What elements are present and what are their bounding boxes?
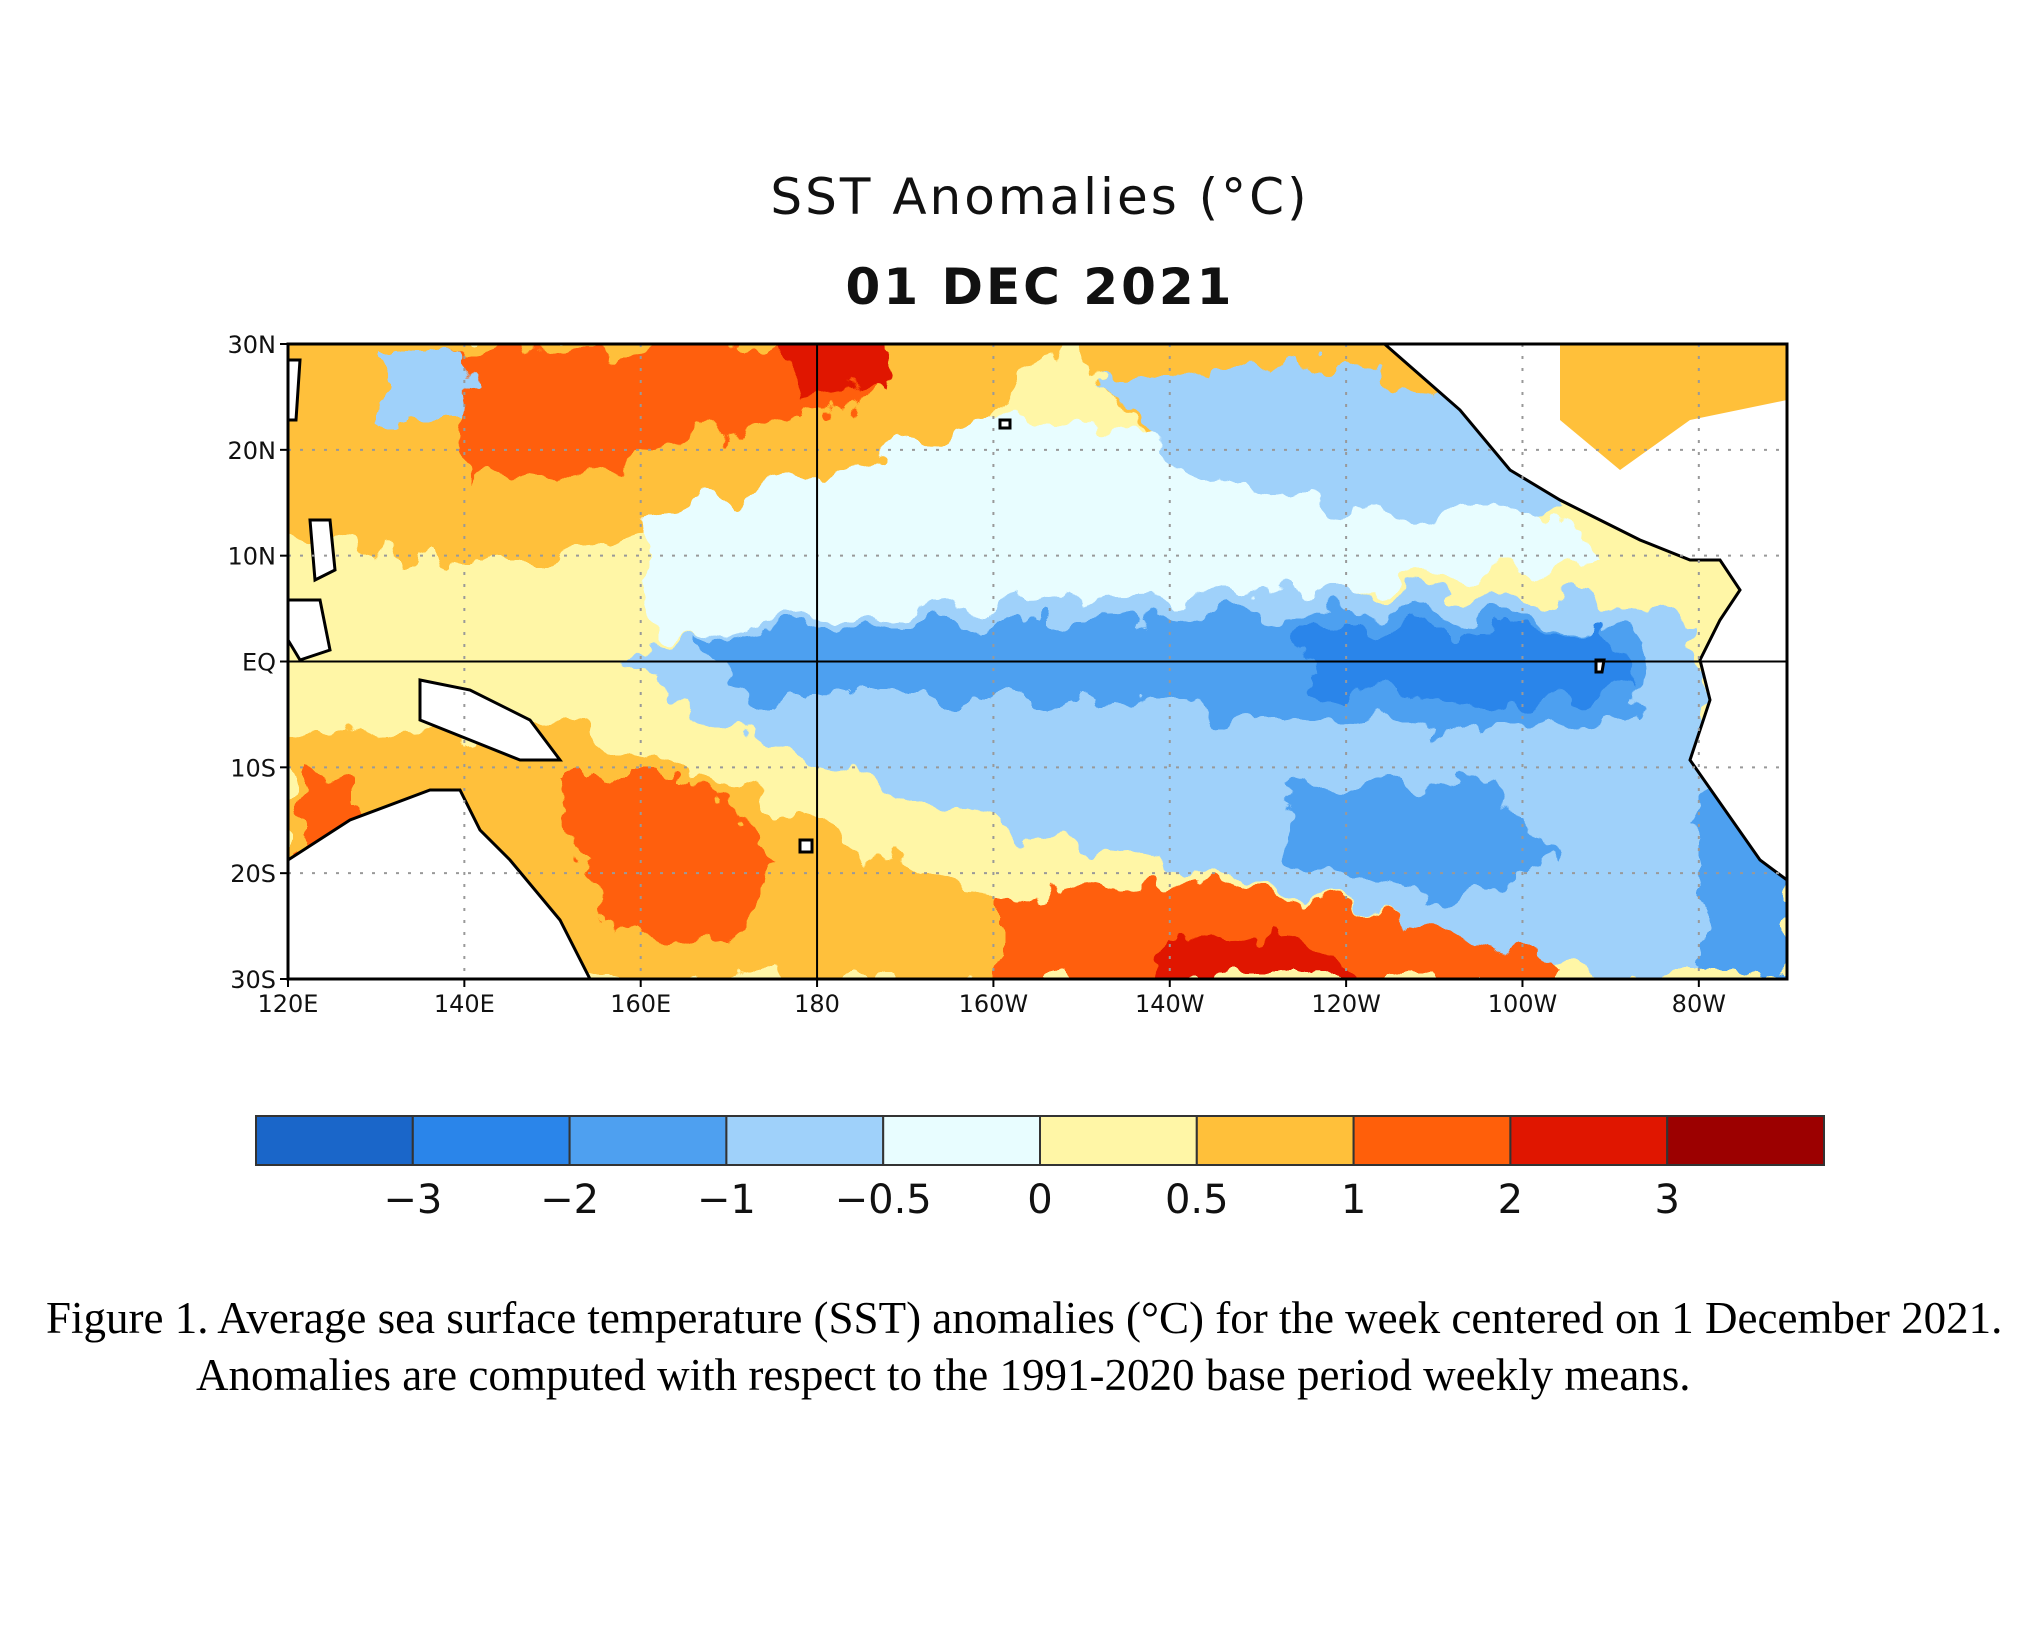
colorbar-swatch — [255, 1115, 414, 1166]
patch-nw-cool — [380, 350, 470, 420]
patch-se-cool — [1280, 780, 1560, 900]
y-tick-label: EQ — [242, 649, 276, 677]
x-tick-label: 140W — [1135, 990, 1205, 1018]
x-tick-label: 180 — [794, 990, 840, 1018]
colorbar-label: −3 — [383, 1177, 442, 1223]
gridlines — [288, 344, 1787, 979]
colorbar-swatch — [411, 1115, 571, 1166]
borneo-land — [288, 598, 332, 662]
colorbar-swatch — [1352, 1115, 1512, 1166]
colorbar-swatch — [1039, 1115, 1198, 1166]
anomaly-field — [288, 344, 1787, 979]
philippines-land — [308, 518, 337, 583]
australia-land — [288, 788, 592, 979]
x-tick-label: 160W — [959, 990, 1029, 1018]
patch-ne-cool — [1100, 360, 1560, 520]
colorbar-label: 2 — [1498, 1177, 1523, 1223]
x-tick-label: 120W — [1311, 990, 1381, 1018]
y-tick-label: 20N — [228, 437, 277, 465]
x-tick-label: 100W — [1488, 990, 1558, 1018]
fiji-land — [798, 838, 814, 854]
anomaly-patches — [288, 344, 1787, 979]
figure-caption: Figure 1. Average sea surface temperatur… — [46, 1293, 2003, 1400]
gulf-region — [1560, 344, 1787, 470]
colorbar-swatch — [1666, 1115, 1825, 1166]
land-masses — [288, 344, 1787, 979]
x-axis-ticks: 120E 140E 160E 180 160W 140W 120W 100W 80W — [258, 979, 1726, 1018]
x-tick-label: 80W — [1672, 990, 1726, 1018]
y-tick-label: 20S — [230, 860, 276, 888]
hawaii-land — [998, 418, 1012, 430]
americas-land — [1382, 344, 1787, 882]
colorbar-swatch — [882, 1115, 1042, 1166]
y-tick-label: 10S — [230, 754, 276, 782]
sst-anomaly-map: 120E 140E 160E 180 160W 140W 120W 100W 80W 30N20… — [228, 331, 1825, 1223]
colorbar-label: 0 — [1027, 1177, 1052, 1223]
galapagos-land — [1594, 658, 1606, 674]
colorbar-label: −0.5 — [835, 1177, 932, 1223]
reference-lines — [288, 344, 1787, 979]
colorbar-label: −2 — [540, 1177, 599, 1223]
colorbar-swatch — [568, 1115, 728, 1166]
colorbar: −3 −2 −1 −0.5 0 0.5 1 2 3 — [255, 1115, 1825, 1223]
colorbar-swatch — [1509, 1115, 1669, 1166]
chart-date: 01 DEC 2021 — [845, 258, 1235, 316]
colorbar-label: −1 — [697, 1177, 756, 1223]
x-tick-label: 140E — [434, 990, 495, 1018]
patch-s-hot — [1150, 930, 1360, 979]
y-axis-ticks: 30N 20N 10N EQ 10S 20S 30S — [228, 331, 288, 994]
x-tick-label: 120E — [258, 990, 319, 1018]
x-tick-label: 160E — [610, 990, 671, 1018]
colorbar-label: 3 — [1654, 1177, 1679, 1223]
patch-sw-strong-warm — [560, 780, 780, 940]
patch-n-hot — [784, 344, 896, 400]
colorbar-swatch — [1195, 1115, 1355, 1166]
y-tick-label: 10N — [228, 543, 277, 571]
patch-nw-strong-warm — [450, 344, 879, 480]
colorbar-label: 1 — [1341, 1177, 1366, 1223]
chart-title: SST Anomalies (°C) — [770, 168, 1310, 226]
new-guinea-land — [418, 678, 563, 762]
colorbar-label: 0.5 — [1165, 1177, 1229, 1223]
patch-nino3-strong-cool — [1300, 630, 1640, 700]
colorbar-swatch — [725, 1115, 885, 1166]
patch-s-strong-warm — [1000, 880, 1550, 979]
y-tick-label: 30S — [230, 966, 276, 994]
asia-land — [288, 358, 302, 422]
y-tick-label: 30N — [228, 331, 277, 359]
